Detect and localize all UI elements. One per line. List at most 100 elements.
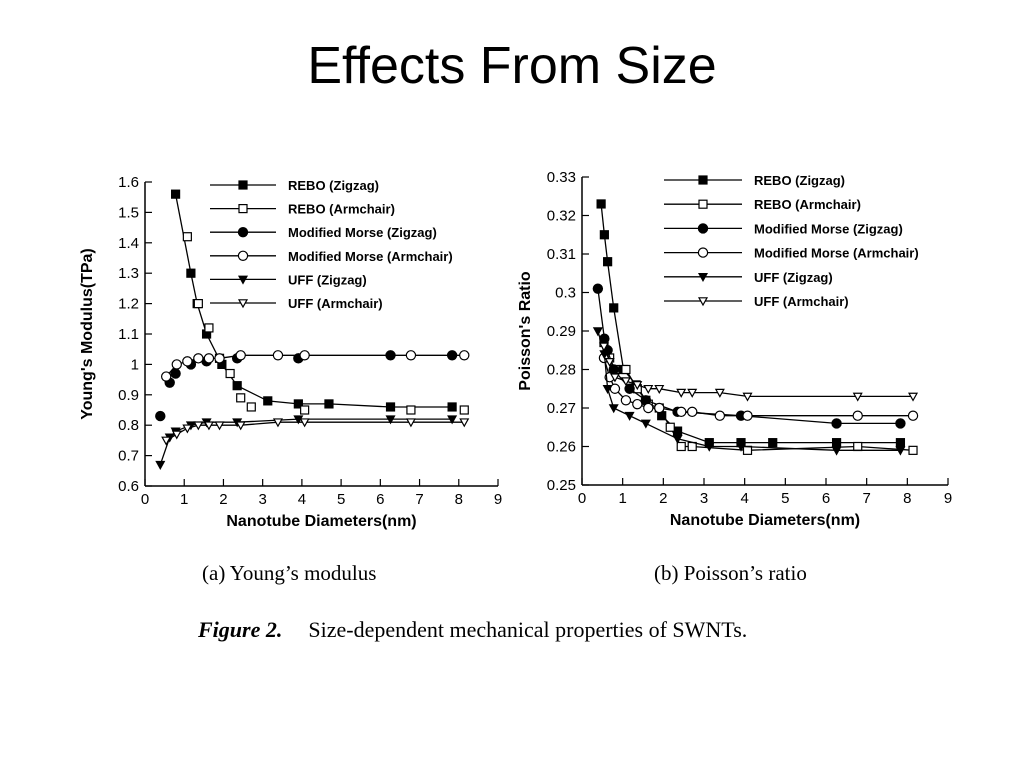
legend-marker: [698, 199, 708, 209]
x-tick-label: 2: [219, 491, 227, 508]
legend-entry: REBO (Armchair): [288, 202, 395, 217]
x-tick-label: 8: [455, 491, 463, 508]
y-tick-label: 0.9: [118, 387, 139, 404]
y-tick-label: 0.33: [547, 169, 576, 186]
legend-entry: UFF (Armchair): [754, 294, 849, 309]
data-point: [293, 399, 303, 409]
legend-marker: [237, 299, 249, 309]
legend-marker: [238, 203, 248, 214]
data-point: [596, 199, 606, 209]
legend-marker: [697, 272, 709, 283]
data-point: [232, 381, 242, 391]
y-tick-label: 0.8: [118, 417, 139, 434]
data-point: [193, 421, 204, 431]
data-point: [299, 350, 310, 361]
data-point: [171, 359, 182, 370]
y-tick-label: 0.31: [547, 246, 576, 263]
legend-marker: [237, 275, 249, 285]
x-tick-label: 1: [180, 491, 188, 508]
figure-caption: Figure 2. Size-dependent mechanical prope…: [198, 617, 747, 643]
data-point: [385, 402, 396, 412]
data-point: [300, 405, 310, 415]
legend-marker: [697, 223, 709, 234]
data-point: [236, 393, 246, 403]
x-axis-title: Nanotube Diameters(nm): [226, 513, 416, 530]
series-line: [597, 330, 901, 451]
data-point: [235, 421, 246, 431]
legend-entry: REBO (Zigzag): [754, 173, 845, 188]
data-point: [186, 268, 196, 278]
data-point: [214, 421, 225, 431]
series-modified-morse-armchair: [598, 352, 919, 421]
data-point: [687, 406, 698, 418]
x-tick-label: 5: [781, 490, 789, 507]
data-point: [768, 438, 778, 448]
legend-entry: REBO (Zigzag): [288, 178, 379, 193]
y-tick-label: 1.4: [118, 235, 139, 252]
x-tick-label: 5: [337, 491, 345, 508]
y-tick-label: 0.25: [547, 477, 576, 494]
y-tick-label: 0.6: [118, 478, 139, 495]
data-point: [852, 410, 863, 421]
data-point: [908, 392, 919, 402]
data-point: [643, 402, 654, 414]
x-tick-label: 4: [298, 491, 306, 508]
x-tick-label: 9: [944, 490, 952, 507]
panel-b-caption: (b) Poisson’s ratio: [654, 561, 807, 585]
data-point: [246, 402, 256, 412]
legend-entry: UFF (Zigzag): [754, 270, 833, 285]
y-tick-label: 0.27: [547, 400, 576, 417]
data-point: [214, 353, 225, 364]
data-point: [831, 446, 842, 456]
figure-label: Figure 2.: [198, 617, 283, 642]
series-modified-morse-armchair: [160, 350, 470, 382]
data-point: [687, 441, 697, 452]
data-point: [742, 392, 753, 402]
data-point: [405, 418, 416, 428]
data-point: [632, 381, 643, 391]
y-tick-label: 0.29: [547, 323, 576, 340]
x-tick-label: 6: [822, 490, 830, 507]
x-tick-label: 6: [376, 491, 384, 508]
data-point: [155, 460, 166, 470]
data-point: [193, 353, 204, 364]
data-point: [182, 356, 193, 367]
y-tick-label: 1.5: [118, 204, 139, 221]
data-point: [182, 232, 192, 242]
data-point: [604, 358, 615, 368]
x-tick-label: 3: [700, 490, 708, 507]
data-point: [203, 421, 214, 431]
data-point: [203, 353, 215, 364]
data-point: [459, 350, 470, 361]
data-point: [831, 418, 842, 429]
chart-youngs-modulus: 0.6 0.7 0.8 0.9 1 1.1 1.2 1.3 1.4 1.5 1.6 0 1 2 3 4 5 6 7 8…: [79, 174, 502, 530]
data-point: [621, 364, 631, 375]
data-point: [204, 323, 214, 333]
data-point: [676, 441, 686, 452]
data-point: [831, 438, 842, 448]
data-point: [599, 230, 609, 240]
slide-title: Effects From Size: [307, 37, 717, 95]
x-tick-label: 2: [659, 490, 667, 507]
legend-marker: [238, 180, 248, 190]
y-axis-title: Young's Modulus(TPa): [79, 248, 96, 420]
series-line: [159, 418, 453, 465]
data-point: [447, 402, 457, 412]
y-tick-label: 0.26: [547, 439, 576, 456]
data-point: [676, 388, 687, 398]
panel-a-caption: (a) Young’s modulus: [202, 561, 377, 585]
data-point: [907, 410, 919, 421]
series-uff-zigzag: [592, 327, 906, 456]
data-point: [704, 442, 715, 452]
x-tick-label: 9: [494, 491, 502, 508]
data-point: [624, 383, 635, 394]
y-tick-label: 1.3: [118, 265, 139, 282]
legend-marker: [237, 226, 249, 238]
y-tick-label: 0.28: [547, 362, 576, 379]
data-point: [853, 441, 863, 452]
data-point: [182, 424, 193, 434]
legend-entry: UFF (Armchair): [288, 296, 383, 311]
data-point: [193, 299, 203, 309]
x-tick-label: 0: [141, 491, 149, 508]
